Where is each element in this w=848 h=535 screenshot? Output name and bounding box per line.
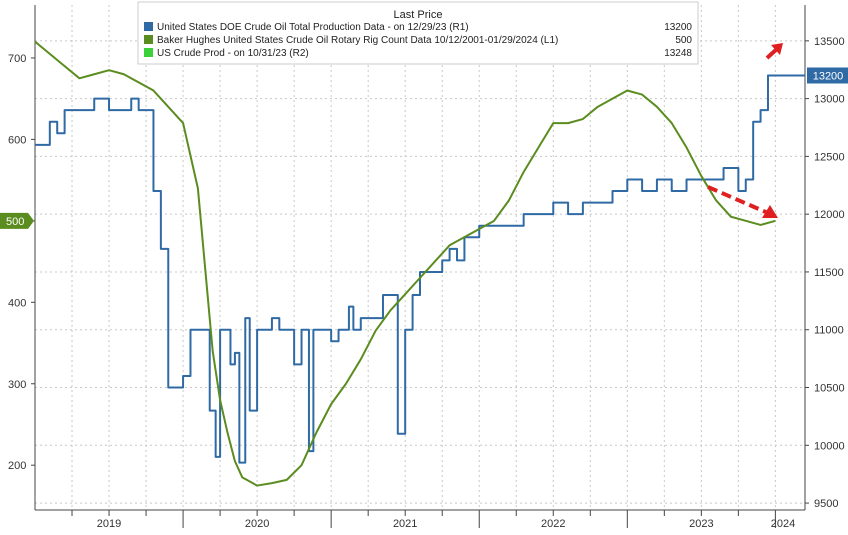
legend: Last Price United States DOE Crude Oil T…: [137, 1, 699, 65]
left-last-value-badge: [0, 212, 34, 229]
x-axis: 2019 2020 2021 2022 2023 2024: [35, 509, 805, 530]
series-layer: [34, 40, 805, 487]
left-axis: 200300400500600700500: [0, 5, 36, 510]
legend-label-1: Baker Hughes United States Crude Oil Rot…: [157, 35, 558, 46]
x-tick-label: 2020: [245, 518, 269, 530]
left-tick-label: 400: [8, 297, 26, 309]
right-tick-label: 12000: [814, 209, 845, 221]
right-tick-label: 11500: [814, 267, 844, 279]
right-tick-label: 10000: [814, 440, 845, 452]
left-tick-label: 700: [8, 53, 26, 65]
legend-value-1: 500: [675, 35, 692, 46]
legend-swatch-1: [144, 35, 153, 44]
right-tick-label: 13000: [814, 94, 845, 106]
right-tick-label: 11000: [814, 325, 844, 337]
left-tick-label: 600: [8, 134, 26, 146]
x-tick-label: 2024: [771, 518, 795, 530]
legend-box: [137, 1, 699, 65]
legend-label-2: US Crude Prod - on 10/31/23 (R2): [157, 48, 309, 59]
legend-value-0: 13200: [664, 22, 692, 33]
right-tick-label: 12500: [814, 151, 845, 163]
legend-title: Last Price: [394, 9, 443, 21]
right-axis: 9500 10000 10500 11000 11500 12000 12500 13000 1…: [804, 5, 848, 510]
series-line-0: [35, 74, 805, 464]
left-tick-label: 300: [8, 379, 26, 391]
legend-swatch-2: [144, 48, 153, 57]
left-last-value-text: 500: [6, 216, 24, 228]
legend-label-0: United States DOE Crude Oil Total Produc…: [157, 22, 469, 33]
right-last-value-text: 13200: [813, 70, 844, 82]
legend-value-2: 13248: [664, 48, 692, 59]
x-tick-label: 2019: [97, 518, 121, 530]
legend-entries: United States DOE Crude Oil Total Produc…: [144, 22, 692, 59]
right-last-value-badge: [807, 67, 848, 84]
red-dashed-arrow-down: [707, 185, 778, 218]
red-arrow-up: [765, 43, 783, 60]
right-tick-label: 10500: [814, 383, 845, 395]
right-tick-label: 13500: [814, 36, 845, 48]
annotations: [707, 43, 783, 218]
series-line-1: [34, 40, 776, 487]
x-tick-label: 2022: [541, 518, 565, 530]
x-tick-label: 2021: [393, 518, 417, 530]
x-tick-label: 2023: [689, 518, 713, 530]
legend-swatch-0: [144, 22, 153, 31]
left-tick-label: 200: [8, 460, 26, 472]
right-tick-label: 9500: [814, 498, 838, 510]
